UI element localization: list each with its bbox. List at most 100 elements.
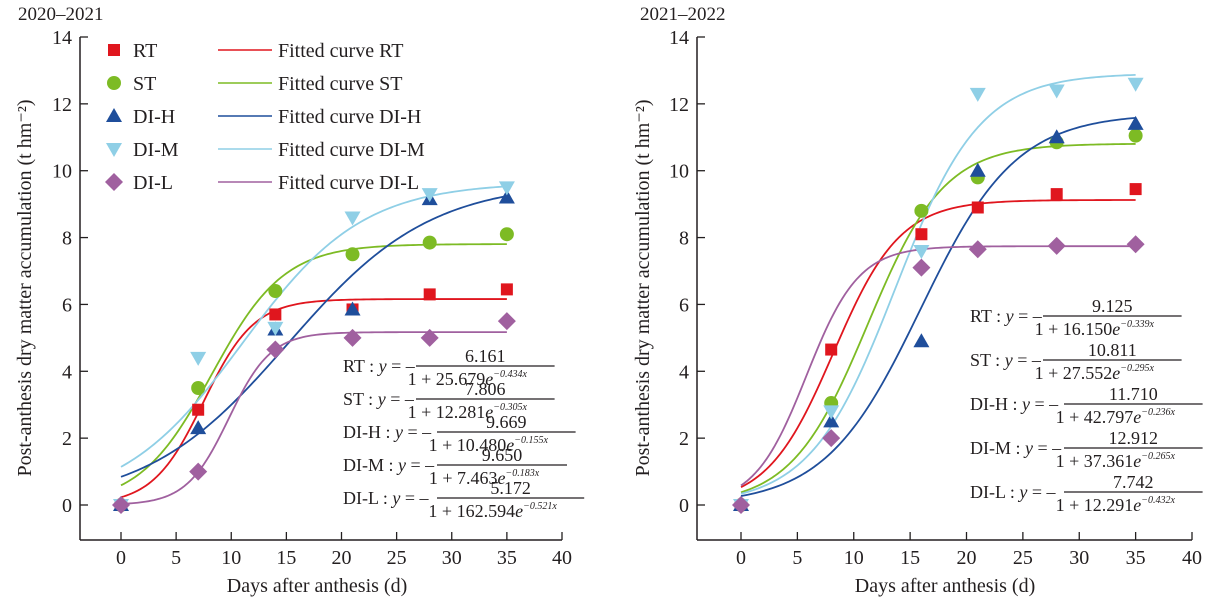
y-tick-label: 0 — [62, 495, 72, 517]
equation-denominator: 1 + 12.291e−0.432x — [1056, 495, 1176, 515]
data-point-rt — [269, 308, 282, 321]
x-tick-label: 25 — [1013, 547, 1033, 569]
equation-st: ST : y = – 10.811 1 + 27.552e−0.295x — [970, 340, 1182, 383]
equation-label: ST : y = – — [343, 389, 415, 409]
legend-marker-di-l — [105, 173, 123, 191]
legend-marker-di-m — [106, 143, 122, 157]
equation-numerator: 11.710 — [1109, 384, 1158, 404]
fitted-curve-rt — [740, 199, 1136, 489]
data-point-di-h — [344, 301, 361, 316]
data-point-st — [422, 235, 437, 250]
equation-denominator: 1 + 27.552e−0.295x — [1035, 363, 1155, 383]
data-point-di-l — [189, 462, 208, 481]
equation-label: DI-H : y = – — [970, 394, 1059, 414]
equation-numerator: 10.811 — [1088, 340, 1137, 360]
equation-denominator: 1 + 7.463e−0.183x — [429, 468, 540, 488]
data-point-rt — [1050, 188, 1063, 201]
legend-marker-di-h — [106, 108, 122, 122]
data-point-di-h — [823, 413, 840, 428]
x-axis-title: Days after anthesis (d) — [855, 575, 1036, 597]
equation-label: DI-M : y = – — [970, 438, 1062, 458]
equation-numerator: 9.650 — [482, 445, 523, 465]
y-tick-label: 6 — [679, 294, 689, 316]
equation-denominator: 1 + 12.281e−0.305x — [408, 402, 528, 422]
equation-st: ST : y = – 7.806 1 + 12.281e−0.305x — [343, 379, 555, 422]
data-points — [732, 77, 1145, 514]
data-point-di-h — [190, 420, 207, 435]
x-tick-label: 10 — [221, 547, 241, 569]
x-tick-label: 40 — [1182, 547, 1202, 569]
data-point-di-m — [267, 321, 284, 336]
y-tick-label: 10 — [669, 161, 689, 183]
equation-label: DI-M : y = – — [343, 455, 435, 475]
y-tick-label: 2 — [679, 428, 689, 450]
fitted-curve-st — [740, 143, 1136, 494]
x-tick-label: 15 — [276, 547, 296, 569]
data-point-di-l — [1126, 235, 1145, 254]
y-tick-label: 6 — [62, 294, 72, 316]
data-point-di-h — [1127, 115, 1144, 130]
legend-fit-label: Fitted curve RT — [278, 40, 403, 62]
equation-di-l: DI-L : y = – 5.172 1 + 162.594e−0.521x — [343, 478, 585, 521]
data-point-di-l — [822, 429, 841, 448]
data-point-di-m — [823, 405, 840, 420]
legend: RT Fitted curve RT ST Fitted curve ST DI-H Fi… — [105, 40, 425, 194]
x-tick-label: 25 — [387, 547, 407, 569]
y-tick-label: 12 — [669, 94, 689, 116]
equation-di-m: DI-M : y = – 12.912 1 + 37.361e−0.265x — [970, 428, 1203, 471]
x-tick-label: 35 — [1126, 547, 1146, 569]
fitted-curve-di-h — [120, 195, 508, 478]
equation-denominator: 1 + 162.594e−0.521x — [428, 501, 557, 521]
y-axis-title: Post-anthesis dry matter accumulation (t… — [14, 99, 36, 476]
equation-numerator: 12.912 — [1109, 428, 1159, 448]
x-tick-label: 20 — [957, 547, 977, 569]
x-tick-label: 0 — [116, 547, 126, 569]
data-point-rt — [192, 403, 205, 416]
x-tick-label: 10 — [844, 547, 864, 569]
panel-2021-2022: 2021–2022 Post-anthesis dry matter accum… — [632, 4, 1203, 597]
legend-marker-rt — [108, 44, 120, 56]
legend-label: DI-M — [133, 139, 179, 161]
legend-fit-label: Fitted curve DI-H — [278, 106, 421, 128]
data-point-di-h — [913, 333, 930, 348]
legend-fit-label: Fitted curve DI-M — [278, 139, 425, 161]
fitted-curve-rt — [120, 298, 507, 499]
y-tick-label: 4 — [679, 361, 689, 383]
y-tick-label: 4 — [62, 361, 72, 383]
equation-di-m: DI-M : y = – 9.650 1 + 7.463e−0.183x — [343, 445, 567, 488]
data-point-rt — [500, 283, 513, 296]
data-point-st — [914, 203, 929, 218]
legend-fit-label: Fitted curve ST — [278, 73, 402, 95]
data-point-di-l — [968, 240, 987, 259]
axes: 0 2 4 6 8 10 12 14 0 5 10 15 20 25 30 35 40 — [52, 27, 572, 569]
data-point-di-l — [497, 312, 516, 331]
x-axis-title: Days after anthesis (d) — [227, 575, 408, 597]
equation-label: ST : y = – — [970, 350, 1042, 370]
y-tick-label: 2 — [62, 428, 72, 450]
equation-numerator: 9.125 — [1092, 296, 1133, 316]
equation-numerator: 5.172 — [490, 478, 531, 498]
legend-label: RT — [133, 40, 157, 62]
data-point-di-m — [1048, 84, 1065, 99]
data-point-di-m — [498, 181, 515, 196]
data-point-di-h — [969, 162, 986, 177]
equation-numerator: 7.742 — [1113, 472, 1154, 492]
panel-2020-2021: 2020–2021 Post-anthesis dry matter accum… — [14, 4, 585, 597]
data-point-di-m — [913, 244, 930, 259]
panel-title: 2021–2022 — [640, 4, 726, 25]
data-point-rt — [915, 228, 928, 241]
y-tick-label: 0 — [679, 495, 689, 517]
y-tick-label: 14 — [52, 27, 72, 49]
data-point-di-h — [498, 189, 515, 204]
equation-denominator: 1 + 25.679e−0.434x — [408, 369, 528, 389]
equation-rt: RT : y = – 9.125 1 + 16.150e−0.339x — [970, 296, 1182, 339]
equation-denominator: 1 + 42.797e−0.236x — [1056, 407, 1176, 427]
data-point-st — [268, 284, 283, 299]
equation-label: RT : y = – — [970, 306, 1043, 326]
y-tick-label: 10 — [52, 161, 72, 183]
data-point-di-l — [266, 340, 285, 359]
equation-numerator: 6.161 — [465, 346, 506, 366]
